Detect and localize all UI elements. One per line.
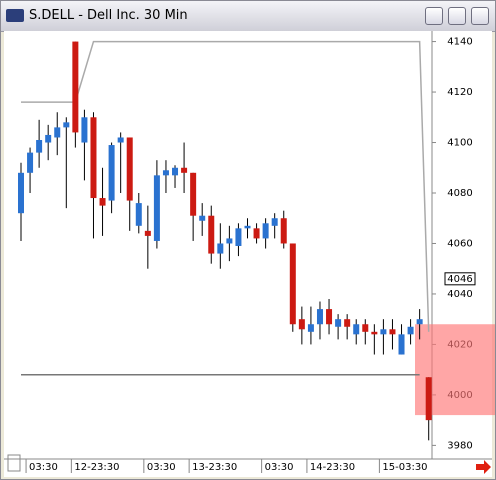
maximize-button[interactable] [448,7,466,25]
minimize-button[interactable] [425,7,443,25]
x-tick-label: 12-23:30 [74,462,119,473]
band-upper [21,40,430,332]
candle-body [108,145,115,201]
candle-body [126,137,133,201]
candle-body [208,215,215,254]
candle-body [371,331,378,335]
candle-body [199,215,206,221]
window-title: S.DELL - Dell Inc. 30 Min [29,8,188,23]
candle-body [36,140,43,153]
candle-body [135,203,142,226]
candle-body [63,122,70,128]
candle-body [153,175,160,241]
candle-body [344,319,351,327]
x-tick-label: 03:30 [265,462,294,473]
candle-body [81,117,88,143]
candle-body [353,324,360,335]
y-tick-label: 4140 [447,37,472,48]
candle-body [425,377,432,421]
y-tick-label: 3980 [447,440,472,451]
candle-body [298,319,305,330]
chart: 39804000402040404060408041004120414003:3… [4,31,495,477]
candle-body [54,127,61,138]
candle-body [72,41,79,133]
candle-body [362,324,369,332]
candle-body [335,319,342,327]
candle-body [172,167,179,176]
candle-body [307,324,314,332]
y-tick-label: 4060 [447,238,472,249]
candle-body [380,329,387,335]
corner-box [7,454,21,472]
candle-body [162,170,169,176]
x-tick-label: 03:30 [147,462,176,473]
candle-body [18,172,24,214]
y-tick-label: 4120 [447,87,472,98]
candle-body [289,243,296,325]
candle-body [262,223,269,239]
candle-body [398,334,405,355]
candle-body [416,319,423,325]
y-tick-label: 4100 [447,138,472,149]
last-price-box [444,272,476,286]
candle-body [235,228,242,246]
scroll-arrow[interactable] [476,460,491,474]
title-bar: S.DELL - Dell Inc. 30 Min [1,1,495,32]
chart-background [4,31,492,477]
x-tick-label: 15-03:30 [382,462,427,473]
x-tick-label: 03:30 [29,462,58,473]
last-price-label: 4046 [447,274,472,285]
candle-body [144,230,151,236]
candle-body [217,243,224,254]
candle-body [244,225,251,229]
y-tick-label: 4080 [447,188,472,199]
candle-body [280,218,287,244]
candle-body [271,218,278,226]
candle-body [181,167,188,173]
candle-body [326,309,333,325]
candle-body [90,117,97,199]
candle-body [99,198,106,206]
candle-body [27,152,34,173]
app-icon [6,9,24,22]
x-tick-label: 13-23:30 [192,462,237,473]
close-button[interactable] [471,7,489,25]
candle-body [190,172,197,216]
candle-body [389,329,396,335]
candle-body [226,238,233,244]
candle-body [117,137,124,143]
x-tick-label: 14-23:30 [310,462,355,473]
candle-body [407,326,414,335]
candle-body [253,228,260,239]
candle-body [45,134,52,143]
y-tick-label: 4040 [447,289,472,300]
candle-body [316,309,323,325]
